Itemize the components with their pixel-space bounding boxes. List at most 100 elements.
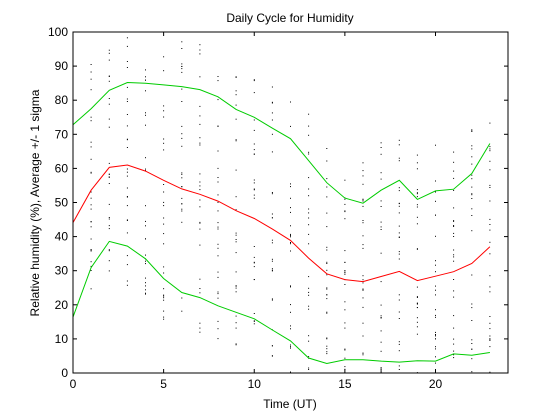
observation-dot <box>489 224 491 225</box>
observation-dot <box>380 370 382 372</box>
observation-dot <box>145 205 146 207</box>
observation-dot <box>90 172 92 174</box>
observation-dot <box>326 148 328 149</box>
observation-dot <box>108 98 110 99</box>
observation-dot <box>235 285 237 287</box>
observation-dot <box>308 308 310 310</box>
observation-dot <box>181 203 183 205</box>
observation-dot <box>235 343 237 345</box>
observation-dot <box>235 287 237 289</box>
observation-dot <box>126 175 128 177</box>
observation-dot <box>290 197 291 199</box>
observation-dot <box>380 317 382 319</box>
observation-dot <box>217 276 219 278</box>
upper-sigma-line <box>72 81 491 204</box>
observation-dot <box>199 206 201 208</box>
observation-dot <box>90 204 92 206</box>
observation-dot <box>416 326 418 328</box>
observation-dot <box>380 221 382 223</box>
observation-dot <box>163 201 165 203</box>
observation-dot <box>199 123 201 125</box>
observation-dot <box>362 222 364 224</box>
observation-dot <box>217 243 219 245</box>
observation-dot <box>344 273 346 275</box>
observation-dot <box>308 291 310 293</box>
observation-dot <box>253 80 255 82</box>
observation-dot <box>235 232 237 234</box>
observation-dot <box>253 256 255 258</box>
observation-dot <box>145 124 146 126</box>
observation-dot <box>435 235 436 237</box>
observation-dot <box>362 352 364 354</box>
observation-dot <box>253 266 255 268</box>
observation-dot <box>398 212 400 214</box>
observation-dot <box>126 147 128 148</box>
observation-dot <box>145 112 146 114</box>
observation-dot <box>453 260 455 262</box>
observation-dot <box>398 294 400 296</box>
observation-dot <box>181 65 183 67</box>
observation-dot <box>163 266 165 268</box>
observation-dot <box>326 212 328 214</box>
observation-dot <box>199 137 201 139</box>
y-tick-label: 90 <box>55 59 69 73</box>
observation-dot <box>362 162 364 164</box>
observation-dot <box>380 281 382 283</box>
observation-dot <box>199 288 201 289</box>
observation-dot <box>489 253 491 255</box>
observation-dot <box>362 322 364 324</box>
observation-dot <box>217 167 219 169</box>
observation-dot <box>471 194 473 196</box>
observation-dot <box>326 337 328 339</box>
observation-dot <box>416 286 418 288</box>
observation-dot <box>471 130 473 132</box>
observation-dot <box>90 89 92 91</box>
observation-dot <box>308 188 310 190</box>
observation-dot <box>471 307 473 309</box>
observation-dot <box>163 299 165 301</box>
observation-dot <box>271 258 273 260</box>
observation-dot <box>308 113 310 115</box>
observation-dot <box>326 186 328 188</box>
observation-dot <box>380 206 382 207</box>
observation-dot <box>181 71 183 73</box>
observation-dot <box>163 233 165 235</box>
observation-dot <box>435 335 436 337</box>
y-tick-label: 40 <box>55 230 69 244</box>
y-tick-label: 20 <box>55 298 69 312</box>
observation-dot <box>90 120 92 122</box>
observation-dot <box>416 189 418 191</box>
observation-dot <box>163 288 165 290</box>
observation-dot <box>217 320 219 322</box>
observation-dot <box>108 218 110 220</box>
observation-dot <box>326 178 328 180</box>
y-tick-label: 100 <box>48 25 68 39</box>
observation-dot <box>108 225 110 227</box>
observation-dot <box>290 101 291 103</box>
observation-dot <box>126 205 128 207</box>
observation-dot <box>108 250 110 252</box>
observation-dot <box>90 261 92 263</box>
observation-dot <box>108 217 110 218</box>
observation-dot <box>416 168 418 170</box>
observation-dot <box>290 286 291 288</box>
observation-dot <box>290 304 291 306</box>
observation-dot <box>253 197 255 199</box>
observation-dot <box>326 261 328 263</box>
observation-dot <box>489 286 491 288</box>
observation-dot <box>435 356 436 358</box>
observation-dot <box>326 196 328 198</box>
observation-dot <box>471 371 473 373</box>
observation-dot <box>308 276 310 278</box>
observation-dot <box>217 80 219 82</box>
observation-dot <box>308 195 310 197</box>
observation-dot <box>271 260 273 262</box>
observation-dot <box>471 163 473 165</box>
observation-dot <box>271 101 273 103</box>
observation-dot <box>471 193 473 195</box>
observation-dot <box>416 206 418 208</box>
observation-dot <box>489 371 491 373</box>
observation-dot <box>217 293 219 295</box>
observation-dot <box>326 274 328 276</box>
observation-dot <box>416 196 418 198</box>
